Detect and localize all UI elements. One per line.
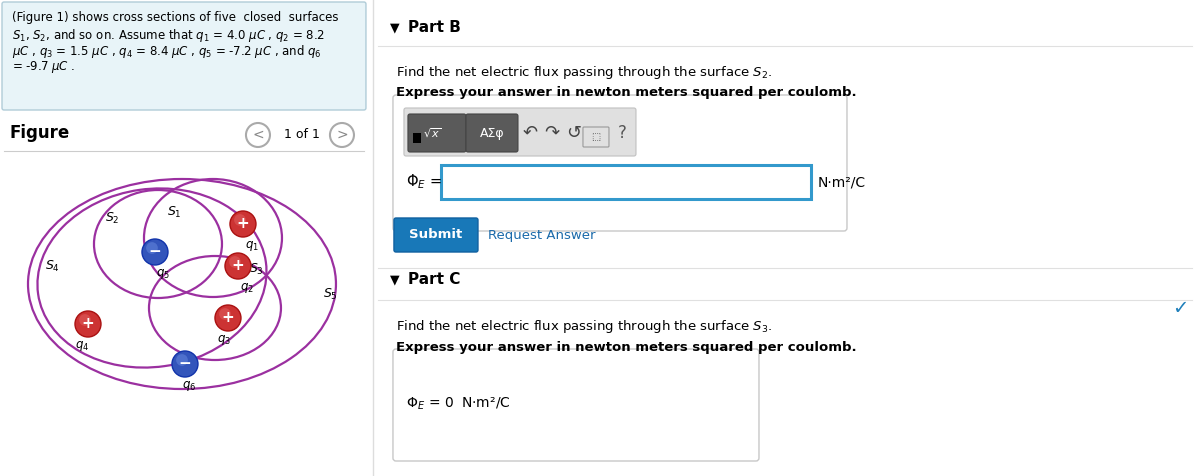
Circle shape xyxy=(146,242,158,254)
Text: ?: ? xyxy=(618,124,626,142)
Text: $\Phi_E$ = 0  N·m²/C: $\Phi_E$ = 0 N·m²/C xyxy=(406,396,511,412)
Text: $\mu C$ , $q_3$ = 1.5 $\mu C$ , $q_4$ = 8.4 $\mu C$ , $q_5$ = -7.2 $\mu C$ , and: $\mu C$ , $q_3$ = 1.5 $\mu C$ , $q_4$ = … xyxy=(12,43,322,60)
FancyBboxPatch shape xyxy=(394,218,478,252)
Text: Request Answer: Request Answer xyxy=(488,228,595,241)
FancyBboxPatch shape xyxy=(440,165,811,199)
Text: ⬚: ⬚ xyxy=(592,132,600,142)
Text: >: > xyxy=(336,128,348,142)
Text: $q_3$: $q_3$ xyxy=(217,333,230,347)
Text: <: < xyxy=(252,128,264,142)
Text: −: − xyxy=(179,357,191,371)
Text: +: + xyxy=(222,310,234,326)
FancyBboxPatch shape xyxy=(408,114,466,152)
Text: +: + xyxy=(232,258,245,274)
Circle shape xyxy=(176,354,188,366)
Text: $S_1$: $S_1$ xyxy=(167,205,181,219)
Text: $S_1$, $S_2$, and so on. Assume that $q_1$ = 4.0 $\mu C$ , $q_2$ = 8.2: $S_1$, $S_2$, and so on. Assume that $q_… xyxy=(12,27,325,44)
Text: Find the net electric flux passing through the surface $S_2$.: Find the net electric flux passing throu… xyxy=(396,64,773,81)
Text: N·m²/C: N·m²/C xyxy=(818,175,866,189)
Text: ↷: ↷ xyxy=(545,124,559,142)
Text: ▼: ▼ xyxy=(390,274,400,287)
FancyBboxPatch shape xyxy=(404,108,636,156)
Circle shape xyxy=(330,123,354,147)
Circle shape xyxy=(230,211,256,237)
FancyBboxPatch shape xyxy=(2,2,366,110)
Text: Part C: Part C xyxy=(408,272,461,288)
Text: $q_5$: $q_5$ xyxy=(156,267,170,281)
FancyBboxPatch shape xyxy=(583,127,608,147)
Text: $\Phi_E$ =: $\Phi_E$ = xyxy=(406,173,442,191)
Circle shape xyxy=(224,253,251,279)
Text: Express your answer in newton meters squared per coulomb.: Express your answer in newton meters squ… xyxy=(396,86,857,99)
Text: $S_2$: $S_2$ xyxy=(104,210,119,226)
Circle shape xyxy=(142,239,168,265)
Text: $S_5$: $S_5$ xyxy=(323,287,337,302)
Text: Submit: Submit xyxy=(409,228,462,241)
Text: Figure: Figure xyxy=(10,124,71,142)
FancyBboxPatch shape xyxy=(413,133,421,143)
FancyBboxPatch shape xyxy=(392,349,758,461)
Circle shape xyxy=(220,308,230,320)
Text: $q_1$: $q_1$ xyxy=(245,239,259,253)
Text: 1 of 1: 1 of 1 xyxy=(284,129,320,141)
Text: ↺: ↺ xyxy=(566,124,582,142)
Text: ↶: ↶ xyxy=(522,124,538,142)
Text: Part B: Part B xyxy=(408,20,461,36)
Circle shape xyxy=(172,351,198,377)
FancyBboxPatch shape xyxy=(392,95,847,231)
Text: $q_2$: $q_2$ xyxy=(240,281,254,295)
Text: $S_4$: $S_4$ xyxy=(44,258,60,274)
Circle shape xyxy=(215,305,241,331)
Circle shape xyxy=(234,214,246,226)
Text: = -9.7 $\mu C$ .: = -9.7 $\mu C$ . xyxy=(12,59,76,75)
Text: $S_3$: $S_3$ xyxy=(248,261,263,277)
Circle shape xyxy=(229,256,241,268)
Text: Find the net electric flux passing through the surface $S_3$.: Find the net electric flux passing throu… xyxy=(396,318,773,335)
Text: $q_4$: $q_4$ xyxy=(74,339,89,353)
Circle shape xyxy=(79,314,91,326)
Text: $q_6$: $q_6$ xyxy=(182,379,196,393)
Circle shape xyxy=(74,311,101,337)
FancyBboxPatch shape xyxy=(466,114,518,152)
Text: (Figure 1) shows cross sections of five  closed  surfaces: (Figure 1) shows cross sections of five … xyxy=(12,11,338,24)
Text: +: + xyxy=(236,217,250,231)
Circle shape xyxy=(246,123,270,147)
Text: −: − xyxy=(149,245,161,259)
Text: Express your answer in newton meters squared per coulomb.: Express your answer in newton meters squ… xyxy=(396,341,857,354)
Text: ✓: ✓ xyxy=(1171,298,1188,317)
Text: $\sqrt{x}$: $\sqrt{x}$ xyxy=(422,126,442,139)
Text: +: + xyxy=(82,317,95,331)
Text: ▼: ▼ xyxy=(390,21,400,34)
Text: AΣφ: AΣφ xyxy=(480,127,504,139)
